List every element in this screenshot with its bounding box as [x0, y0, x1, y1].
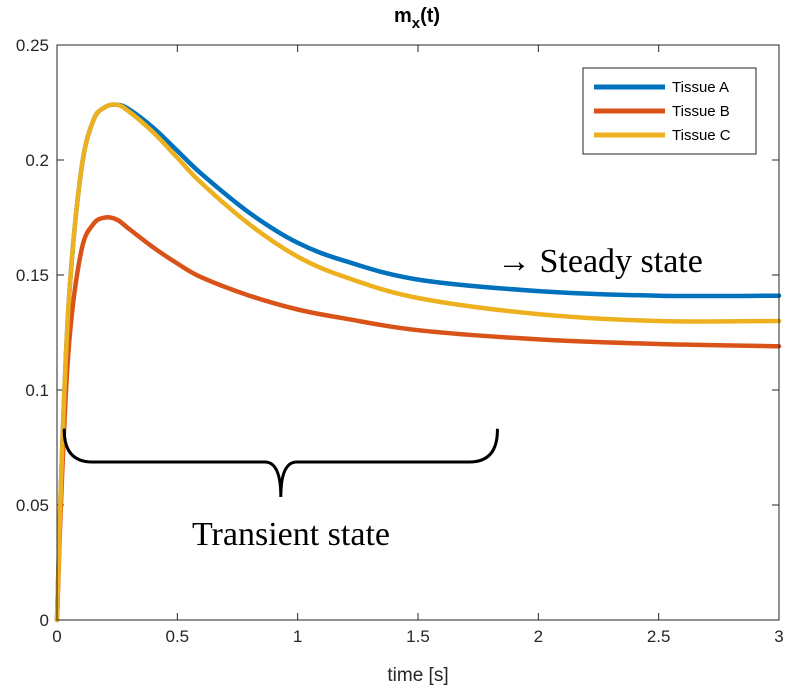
y-tick-label: 0.15 — [16, 266, 49, 285]
x-tick-label: 1.5 — [406, 627, 430, 646]
x-tick-label: 0 — [52, 627, 61, 646]
series-line-2 — [54, 215, 782, 623]
y-tick-label: 0 — [40, 611, 49, 630]
axis-ticks: 0 0.5 1 1.5 2 2.5 3 0 0.05 0.1 0.15 0.2 0.25 — [16, 36, 784, 646]
chart-title: mx(t) — [394, 5, 440, 32]
chart-title-suffix: (t) — [420, 5, 440, 27]
series-layer — [54, 102, 782, 623]
series-line-1 — [54, 102, 782, 623]
y-tick-label: 0.05 — [16, 496, 49, 515]
legend-entry-label: Tissue A — [672, 79, 729, 96]
x-tick-label: 2.5 — [647, 627, 671, 646]
x-axis-label: time [s] — [387, 665, 448, 686]
chart-title-subscript: x — [412, 15, 421, 32]
legend-entry-label: Tissue C — [672, 127, 731, 144]
x-tick-label: 0.5 — [166, 627, 190, 646]
x-tick-label: 1 — [293, 627, 302, 646]
transient-brace — [62, 428, 499, 498]
legend-entry-label: Tissue B — [672, 103, 730, 120]
transient-state-annotation: Transient state — [192, 516, 390, 553]
plot-frame — [56, 44, 780, 621]
legend: Tissue A Tissue B Tissue C — [582, 67, 757, 155]
x-tick-label: 2 — [534, 627, 543, 646]
x-tick-label: 3 — [774, 627, 783, 646]
y-tick-label: 0.2 — [25, 151, 49, 170]
legend-box — [582, 67, 757, 155]
steady-state-annotation: → Steady state — [497, 243, 703, 280]
series-line-3 — [54, 102, 782, 623]
y-tick-label: 0.25 — [16, 36, 49, 55]
y-tick-label: 0.1 — [25, 381, 49, 400]
chart-title-main: m — [394, 5, 412, 27]
